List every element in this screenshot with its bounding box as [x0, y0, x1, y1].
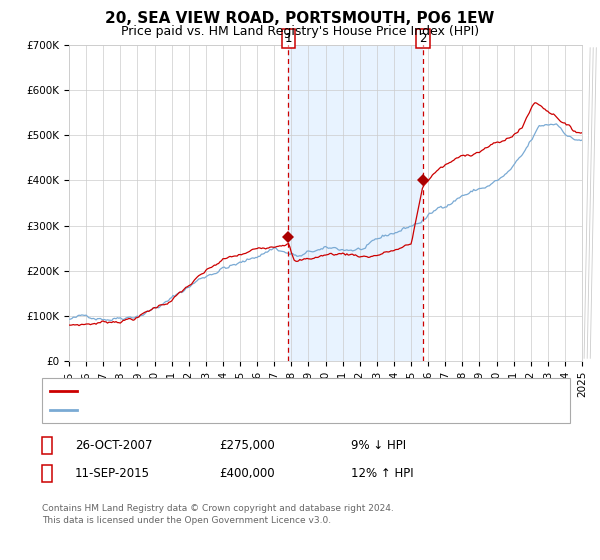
Text: 2: 2 [43, 466, 51, 480]
Text: 20, SEA VIEW ROAD, PORTSMOUTH, PO6 1EW: 20, SEA VIEW ROAD, PORTSMOUTH, PO6 1EW [106, 11, 494, 26]
Text: 9% ↓ HPI: 9% ↓ HPI [351, 438, 406, 452]
Text: 12% ↑ HPI: 12% ↑ HPI [351, 466, 413, 480]
Text: 1: 1 [284, 32, 292, 45]
Text: Contains HM Land Registry data © Crown copyright and database right 2024.
This d: Contains HM Land Registry data © Crown c… [42, 504, 394, 525]
Text: 20, SEA VIEW ROAD, PORTSMOUTH, PO6 1EW (detached house): 20, SEA VIEW ROAD, PORTSMOUTH, PO6 1EW (… [81, 385, 437, 395]
Text: HPI: Average price, detached house, Portsmouth: HPI: Average price, detached house, Port… [81, 405, 352, 416]
Text: £275,000: £275,000 [219, 438, 275, 452]
Text: 2: 2 [419, 32, 427, 45]
Text: 26-OCT-2007: 26-OCT-2007 [75, 438, 152, 452]
Text: Price paid vs. HM Land Registry's House Price Index (HPI): Price paid vs. HM Land Registry's House … [121, 25, 479, 38]
Text: £400,000: £400,000 [219, 466, 275, 480]
Text: 1: 1 [43, 438, 51, 452]
Bar [288, 45, 423, 361]
Text: 11-SEP-2015: 11-SEP-2015 [75, 466, 150, 480]
